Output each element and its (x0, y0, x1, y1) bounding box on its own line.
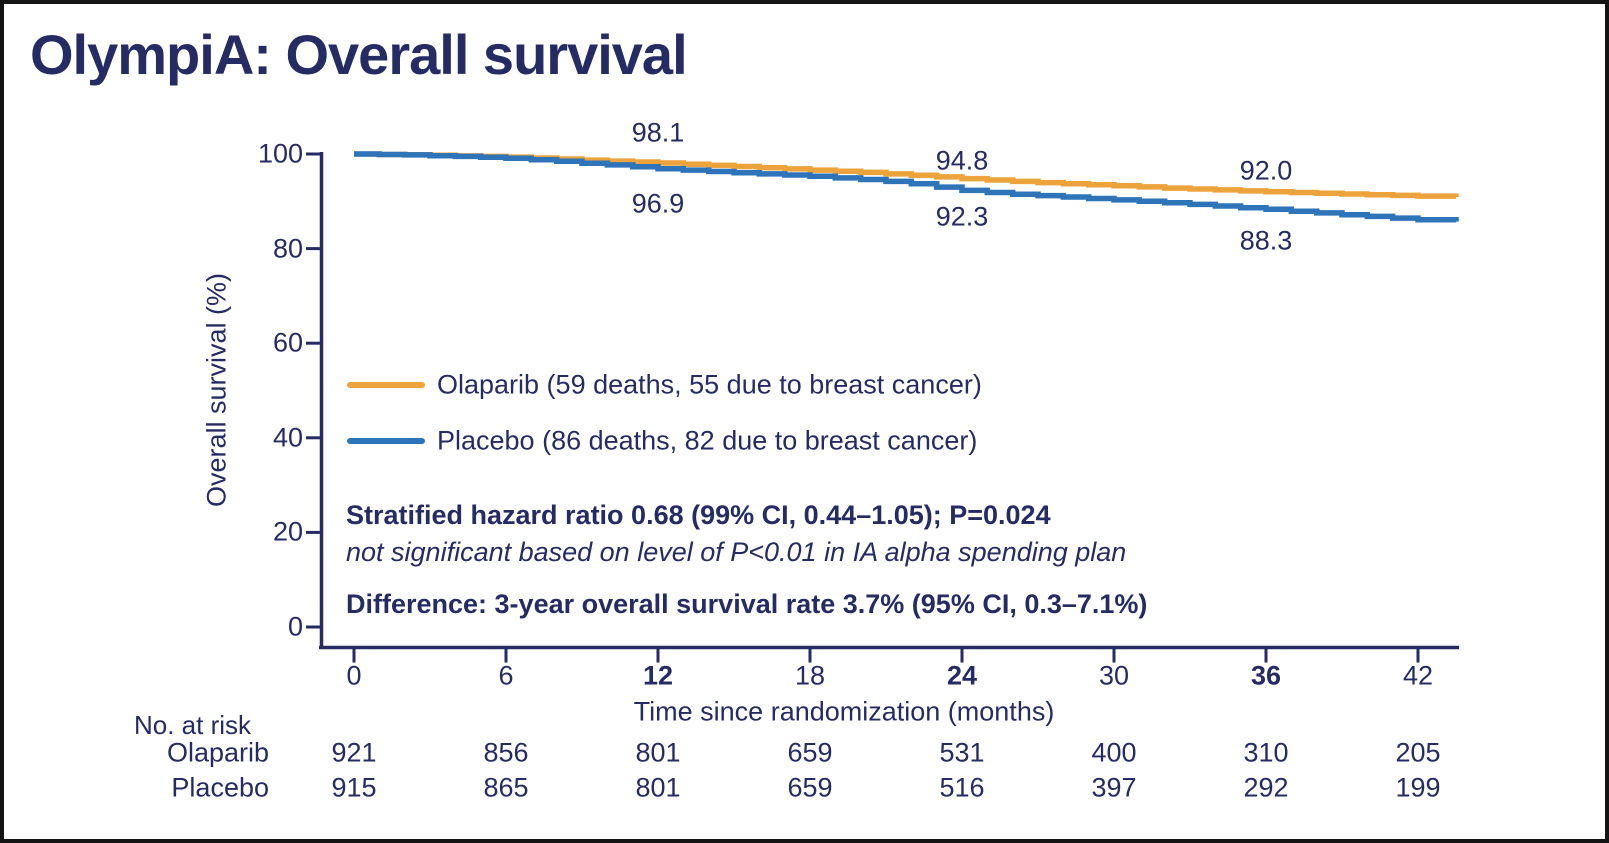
survival-curve-placebo (354, 151, 1459, 223)
risk-row-label-placebo: Placebo (171, 772, 269, 803)
slide-title: OlympiA: Overall survival (30, 23, 688, 86)
risk-row-label-olaparib: Olaparib (166, 737, 269, 768)
data-label-placebo-12: 96.9 (631, 188, 685, 219)
risk-value-olaparib-6: 856 (483, 737, 529, 768)
risk-value-olaparib-18: 659 (787, 737, 833, 768)
data-label-olaparib-24: 94.8 (935, 145, 989, 176)
data-label-olaparib-12: 98.1 (631, 117, 685, 148)
risk-value-placebo-42: 199 (1395, 772, 1441, 803)
risk-table-heading: No. at risk (134, 710, 252, 740)
y-tick-label: 0 (287, 611, 303, 642)
legend-swatch-olaparib (347, 382, 425, 388)
y-tick-label: 20 (272, 516, 303, 547)
x-tick-label: 6 (498, 660, 514, 691)
data-label-olaparib-36: 92.0 (1239, 155, 1293, 186)
y-axis-title: Overall survival (%) (201, 272, 232, 508)
y-tick-label: 80 (272, 233, 303, 264)
legend-label-placebo: Placebo (86 deaths, 82 due to breast can… (437, 425, 978, 456)
x-tick-label: 24 (946, 660, 978, 691)
risk-value-placebo-6: 865 (483, 772, 529, 803)
risk-value-placebo-0: 915 (331, 772, 377, 803)
x-tick-label: 18 (794, 660, 826, 691)
legend-label-olaparib: Olaparib (59 deaths, 55 due to breast ca… (437, 369, 982, 400)
y-tick-label: 60 (272, 327, 303, 358)
legend-swatch-placebo (347, 438, 425, 444)
x-tick-label: 0 (346, 660, 362, 691)
risk-value-placebo-18: 659 (787, 772, 833, 803)
risk-value-placebo-24: 516 (939, 772, 985, 803)
x-tick-label: 36 (1250, 660, 1282, 691)
significance-note-text: not significant based on level of P<0.01… (346, 537, 1127, 567)
x-tick-label: 42 (1402, 660, 1434, 691)
hazard-ratio-text: Stratified hazard ratio 0.68 (99% CI, 0.… (346, 500, 1051, 530)
km-survival-plot (306, 151, 1459, 663)
risk-value-placebo-12: 801 (635, 772, 681, 803)
data-label-placebo-24: 92.3 (935, 201, 989, 232)
x-tick-label: 12 (642, 660, 674, 691)
risk-value-olaparib-12: 801 (635, 737, 681, 768)
risk-value-olaparib-36: 310 (1243, 737, 1289, 768)
risk-value-olaparib-0: 921 (331, 737, 377, 768)
difference-text: Difference: 3-year overall survival rate… (346, 589, 1148, 619)
x-tick-label: 30 (1098, 660, 1130, 691)
risk-value-placebo-36: 292 (1243, 772, 1289, 803)
y-tick-label: 100 (257, 138, 303, 169)
y-tick-label: 40 (272, 422, 303, 453)
risk-value-olaparib-30: 400 (1091, 737, 1137, 768)
risk-value-placebo-30: 397 (1091, 772, 1137, 803)
risk-value-olaparib-24: 531 (939, 737, 985, 768)
data-label-placebo-36: 88.3 (1239, 225, 1293, 256)
risk-value-olaparib-42: 205 (1395, 737, 1441, 768)
x-axis-title: Time since randomization (months) (633, 696, 1055, 727)
